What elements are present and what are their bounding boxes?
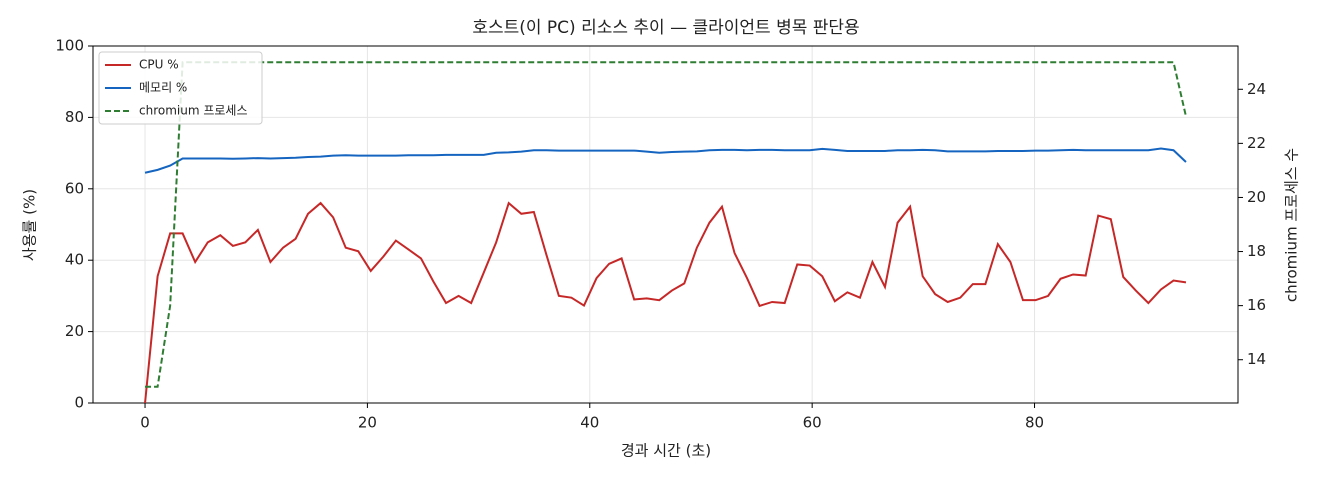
y2-tick-label: 22 [1247, 134, 1266, 152]
x-tick-label: 0 [140, 414, 150, 432]
y2-tick-label: 24 [1247, 80, 1266, 98]
x-axis-label: 경과 시간 (초) [621, 442, 711, 460]
y-tick-label: 0 [74, 394, 84, 412]
y-tick-label: 20 [65, 322, 84, 340]
y2-axis-label: chromium 프로세스 수 [1283, 148, 1301, 302]
series-line [145, 61, 1187, 388]
y2-tick-label: 20 [1247, 188, 1266, 206]
legend-label: 메모리 % [139, 81, 187, 95]
y-tick-label: 60 [65, 179, 84, 197]
legend-label: CPU % [139, 58, 179, 72]
series-line [144, 147, 1187, 174]
x-tick-label: 20 [358, 414, 377, 432]
y-axis-label: 사용률 (%) [21, 189, 39, 261]
legend-box [98, 51, 263, 125]
chart-title: 호스트(이 PC) 리소스 추이 — 클라이언트 병목 판단용 [472, 18, 859, 38]
y2-tick-label: 14 [1247, 350, 1266, 368]
y2-tick-label: 16 [1247, 296, 1266, 314]
x-tick-label: 80 [1025, 414, 1044, 432]
x-tick-label: 40 [580, 414, 599, 432]
y-tick-label: 40 [65, 251, 84, 269]
y2-tick-label: 18 [1247, 242, 1266, 260]
y-tick-label: 100 [55, 37, 84, 55]
plot-frame [92, 45, 1239, 404]
series-line [144, 201, 1187, 404]
y-tick-label: 80 [65, 108, 84, 126]
legend-label: chromium 프로세스 [139, 104, 248, 118]
x-tick-label: 60 [803, 414, 822, 432]
